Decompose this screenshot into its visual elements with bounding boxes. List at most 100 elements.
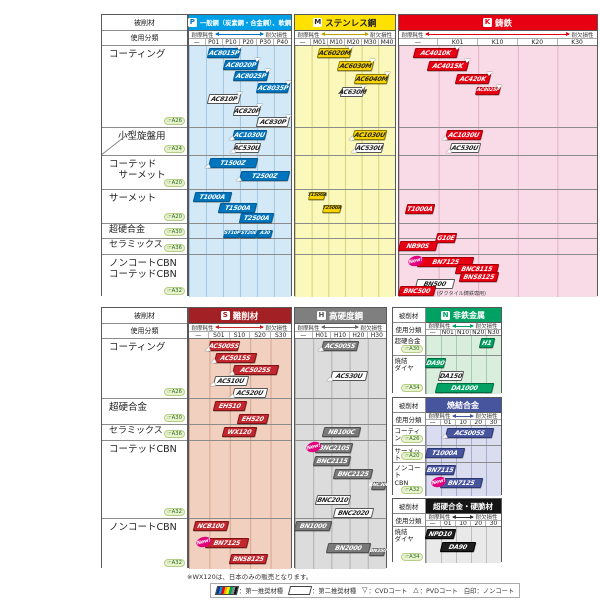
tick-—: — (429, 420, 436, 425)
category-carbide: 超硬合金 ☞A30 (102, 399, 187, 425)
page-ref-tag: ☞A32 (163, 286, 185, 295)
grade-AC8020P: AC8020P (222, 57, 262, 70)
row-ceramics (188, 239, 291, 255)
label-column: 被削材 使用分類 コーティング ☞A26 小型旋盤用 ☞A24 コーテッド サーメット ☞A2… (101, 14, 188, 297)
tick-—: — (429, 330, 436, 335)
category-cbn: ノンコートCBN コーテッドCBN ☞A32 (102, 255, 187, 297)
performance-axis: 耐摩耗性 耐欠損性 (294, 324, 386, 332)
grade-label: AC8015P (208, 49, 241, 57)
tick-S10: S10 (228, 332, 250, 338)
grade-AC1030U: AC1030U (348, 130, 388, 140)
category-label: 超硬合金 (394, 337, 421, 345)
fracture-resistance-label: 耐欠損性 (571, 32, 594, 39)
page-ref-tag: ☞A32 (163, 558, 185, 567)
legend-noncoat: 白印：ノンコート (463, 588, 515, 595)
category-ceramics: セラミックス ☞A36 (102, 239, 187, 255)
grade-A30: A30 (256, 229, 274, 238)
grade-BNC2115: BNC2115 (312, 456, 352, 466)
cvd-coat-icon (463, 58, 471, 63)
grade-AC6020M: AC6020M (316, 45, 355, 58)
category-焼結ダイヤ: 焼結 ダイヤ ☞A34 (392, 527, 426, 563)
tick-—: — (300, 332, 307, 338)
cvd-coat-icon (485, 71, 493, 76)
new-badge: New! (305, 440, 323, 454)
performance-axis: 耐摩耗性 耐欠損性 (188, 324, 291, 332)
classification-ticks: — K01 K10 K20 K30 (398, 39, 597, 46)
grade-AC530U: AC530U (326, 370, 369, 381)
row-carbide: EH510 EH520 (188, 399, 291, 425)
row-carbide (294, 399, 386, 425)
row-noncbn: NCB100 BN7125 New! BNS8125 (188, 519, 291, 569)
grade-label: AC8020P (225, 61, 258, 68)
pvd-coat-icon (235, 177, 243, 181)
section-title: 難削材 (232, 311, 259, 322)
pvd-coat-icon (348, 136, 356, 140)
material-class-badge-S: S (220, 311, 230, 320)
grade-label: BNC2125 (336, 470, 370, 478)
grade-BN7125: BN7125 New! (195, 535, 249, 549)
grade-EH510: EH510 (212, 401, 247, 411)
grade-label: BNC2105 (318, 444, 351, 452)
grade-label: AC1030U (447, 131, 480, 139)
grade-AC5025S: AC5025S (228, 364, 280, 375)
axis-arrow-line (320, 32, 370, 36)
fracture-resistance-label: 耐欠損性 (360, 325, 383, 332)
grade-label: AC820P (232, 107, 261, 114)
tick-H10: H10 (330, 332, 348, 338)
grade-label: H1 (480, 339, 492, 347)
category-label: コーテッド サーメット (109, 159, 166, 182)
footnote: ※WX120は、日本のみの販売となります。 (187, 573, 313, 581)
row-coating: AC4010K AC4015K AC420K AC8025P (398, 45, 597, 128)
row-1: T1000A (424, 446, 501, 463)
section-header-K: K 鋳鉄 (398, 15, 597, 31)
grade-label: T2500A (242, 214, 270, 222)
usage-class-header: 使用分類 (392, 323, 426, 336)
tick-N30: N30 (485, 330, 500, 335)
tick-K10: K10 (477, 39, 517, 45)
tick-—: — (195, 332, 202, 338)
grade-label: T1500A (306, 193, 327, 199)
new-badge: New! (429, 475, 447, 489)
new-badge: New! (195, 535, 213, 549)
category-carbide: 超硬合金 ☞A30 (102, 224, 187, 239)
fracture-resistance-label: 耐欠損性 (475, 414, 498, 420)
page-ref-tag: ☞A34 (401, 552, 423, 561)
category-ceramics: セラミックス ☞A36 (102, 425, 187, 441)
category-label: ノンコート CBN (394, 464, 421, 487)
grade-label: WX120 (226, 428, 253, 436)
row-coated_cermet: T1500Z T2500Z (188, 156, 291, 190)
pvd-coat-icon (209, 382, 217, 387)
grade-label: ST10P (223, 231, 241, 237)
grade-T2500A: T2500A (238, 213, 274, 223)
grade-label: BN7125 (446, 479, 475, 487)
tick-K30: K30 (556, 39, 597, 45)
grade-label: AC520U (236, 389, 265, 397)
grade-label: BN7125 (431, 258, 461, 266)
grade-label: BNS8125 (462, 273, 495, 280)
material-class-badge-H: H (316, 311, 326, 320)
axis-arrow-line (320, 325, 360, 329)
tick-H30: H30 (367, 332, 385, 338)
section-header-M: M ステンレス鋼 (294, 15, 395, 31)
fracture-resistance-label: 耐欠損性 (265, 325, 288, 332)
page-ref-tag: ☞A26 (163, 116, 185, 125)
classification-ticks: —01 10 20 30 (425, 521, 501, 527)
performance-axis: 耐摩耗性 耐欠損性 (425, 413, 501, 420)
cvd-coat-icon (285, 80, 293, 84)
grade-T2500A: T2500A (322, 205, 342, 213)
row-noncbn: BN1000 BN2000 BN350 (293, 519, 387, 569)
cvd-coat-icon (263, 68, 271, 73)
category-label: ノンコートCBN コーテッドCBN (109, 258, 177, 281)
grade-label: BNC2010 (316, 496, 350, 504)
category-サーメット: サーメット☞A20 (392, 446, 426, 463)
grade-label: BN1000 (298, 522, 327, 530)
grade-label: AC5005S (207, 342, 240, 350)
grade-AC630M: AC630M (338, 84, 368, 97)
classification-ticks: — S01 S10 S20 S30 (188, 332, 291, 339)
page-ref-tag: ☞A26 (401, 434, 423, 443)
pvd-coat-icon (210, 358, 218, 363)
grade-label: AC8025P (234, 72, 267, 80)
row-coated_cermet (294, 156, 395, 190)
grade-label: BNS8125 (232, 555, 265, 562)
grade-label: AC810P (210, 95, 238, 103)
